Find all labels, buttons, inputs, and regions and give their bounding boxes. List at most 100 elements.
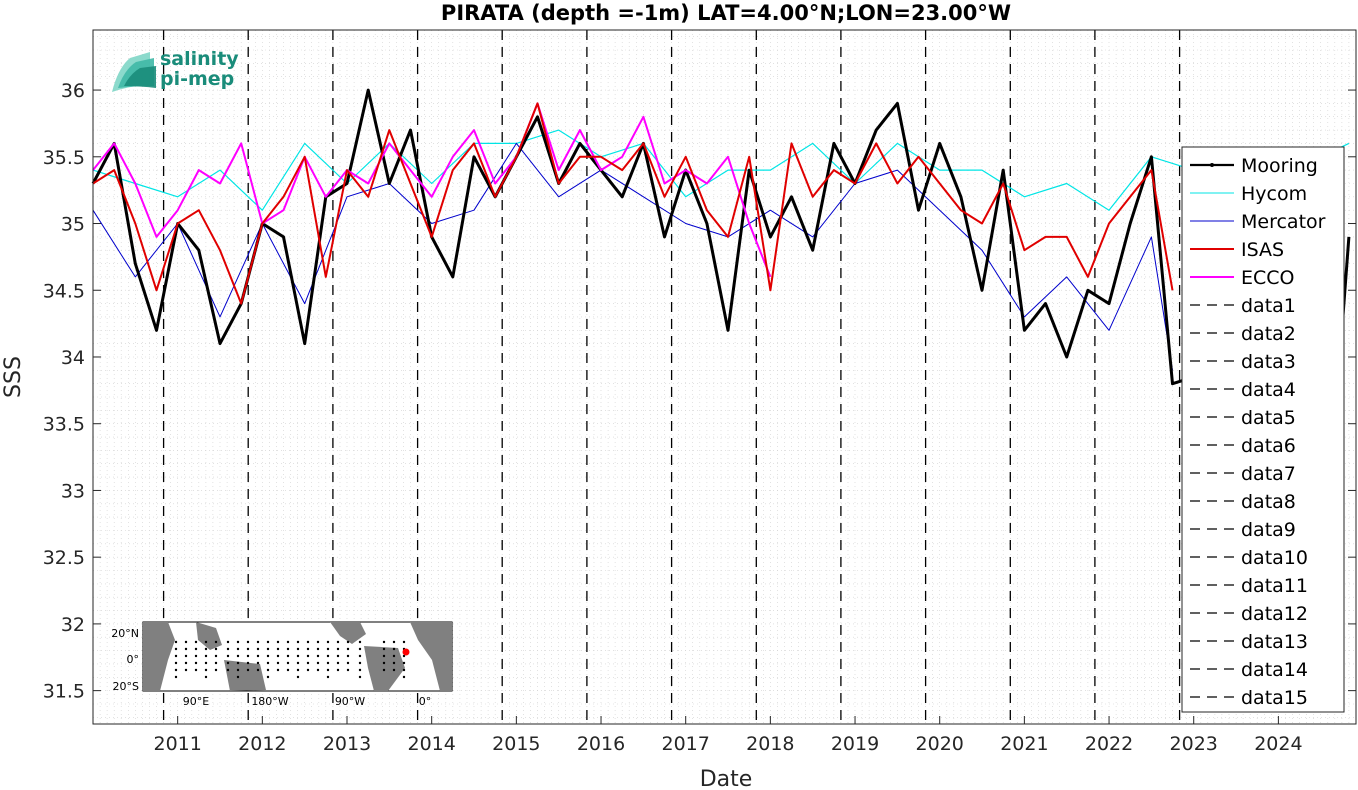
inset-mooring-dot <box>306 640 310 644</box>
inset-mooring-dot <box>184 647 188 651</box>
y-axis-label: SSS <box>1 356 26 398</box>
inset-mooring-dot <box>392 654 396 658</box>
legend-label: data13 <box>1241 631 1308 653</box>
inset-mooring-dot <box>402 675 406 679</box>
inset-mooring-dot <box>286 661 290 665</box>
inset-mooring-dot <box>296 668 300 672</box>
legend-label: data10 <box>1241 547 1308 569</box>
inset-mooring-dot <box>286 654 290 658</box>
legend-label: data12 <box>1241 603 1308 625</box>
deployment-lines <box>162 30 1181 724</box>
inset-mooring-dot <box>194 647 198 651</box>
inset-mooring-dot <box>326 661 330 665</box>
inset-mooring-dot <box>316 661 320 665</box>
inset-mooring-dot <box>296 661 300 665</box>
inset-mooring-dot <box>174 668 178 672</box>
inset-mooring-dot <box>336 647 340 651</box>
inset-mooring-dot <box>256 647 260 651</box>
y-tick-label: 36 <box>61 80 85 102</box>
x-tick-label: 2020 <box>916 733 964 755</box>
inset-mooring-dot <box>184 640 188 644</box>
inset-mooring-dot <box>194 661 198 665</box>
inset-mooring-dot <box>336 654 340 658</box>
inset-mooring-dot <box>358 668 362 672</box>
inset-mooring-dot <box>256 661 260 665</box>
legend-marker <box>1210 163 1214 167</box>
inset-mooring-dot <box>226 668 230 672</box>
inset-mooring-dot <box>236 654 240 658</box>
inset-lon-label-90e: 90°E <box>183 695 209 708</box>
y-tick-label: 32.5 <box>43 547 85 569</box>
legend-label: data9 <box>1241 519 1296 541</box>
inset-mooring-dot <box>346 654 350 658</box>
logo-line1: salinity <box>160 48 239 70</box>
inset-mooring-dot <box>246 640 250 644</box>
chart-title: PIRATA (depth =-1m) LAT=4.00°N;LON=23.00… <box>441 1 1011 25</box>
x-tick-label: 2015 <box>492 733 540 755</box>
x-tick-label: 2016 <box>577 733 625 755</box>
inset-mooring-dot <box>382 647 386 651</box>
inset-mooring-dot <box>194 640 198 644</box>
inset-map: 20°N 0° 20°S 90°E 180°W 90°W 0° <box>111 621 453 708</box>
inset-mooring-dot <box>266 661 270 665</box>
inset-mooring-dot <box>214 647 218 651</box>
y-tick-label: 34 <box>61 347 85 369</box>
inset-mooring-dot <box>246 654 250 658</box>
inset-lon-label-180w: 180°W <box>251 695 288 708</box>
inset-mooring-dot <box>266 640 270 644</box>
x-tick-label: 2017 <box>662 733 710 755</box>
x-tick-label: 2014 <box>408 733 456 755</box>
inset-mooring-dot <box>214 640 218 644</box>
inset-mooring-dot <box>246 647 250 651</box>
legend-items: Mooring Hycom Mercator ISAS ECCO data1 data2 da… <box>1190 155 1326 709</box>
inset-mooring-dot <box>306 668 310 672</box>
inset-mooring-dot <box>296 654 300 658</box>
inset-lat-label-0: 0° <box>127 653 140 666</box>
inset-mooring-dot <box>286 668 290 672</box>
inset-mooring-dot <box>296 640 300 644</box>
inset-mooring-dot <box>214 668 218 672</box>
salinity-pi-mep-logo: salinity pi-mep <box>112 48 239 92</box>
inset-mooring-dot <box>358 640 362 644</box>
inset-mooring-dot <box>346 668 350 672</box>
inset-mooring-dot <box>326 647 330 651</box>
x-tick-label: 2018 <box>746 733 794 755</box>
inset-mooring-dot <box>296 647 300 651</box>
inset-mooring-dot <box>296 675 300 679</box>
x-tick-label: 2022 <box>1085 733 1133 755</box>
inset-mooring-dot <box>256 668 260 672</box>
x-tick-label: 2019 <box>831 733 879 755</box>
y-tick-label: 35 <box>61 214 85 236</box>
x-tick-label: 2023 <box>1170 733 1218 755</box>
legend-label: Mooring <box>1241 155 1318 177</box>
inset-mooring-dot <box>326 654 330 658</box>
inset-mooring-dot <box>236 668 240 672</box>
x-tick-label: 2021 <box>1000 733 1048 755</box>
grid <box>92 30 1357 724</box>
inset-mooring-dot <box>276 647 280 651</box>
inset-mooring-dot <box>382 668 386 672</box>
inset-mooring-dot <box>402 661 406 665</box>
inset-mooring-dot <box>286 640 290 644</box>
inset-map-mooring-dots <box>174 640 406 679</box>
legend: Mooring Hycom Mercator ISAS ECCO data1 data2 da… <box>1181 146 1345 713</box>
inset-mooring-dot <box>174 675 178 679</box>
legend-label: data2 <box>1241 323 1296 345</box>
inset-mooring-dot <box>346 661 350 665</box>
series-line-mercator <box>92 142 1173 371</box>
inset-mooring-dot <box>204 675 208 679</box>
inset-mooring-dot <box>194 654 198 658</box>
x-axis-label: Date <box>700 767 753 790</box>
inset-lon-label-0: 0° <box>419 695 432 708</box>
inset-mooring-dot <box>256 640 260 644</box>
inset-mooring-dot <box>276 640 280 644</box>
inset-mooring-dot <box>204 661 208 665</box>
y-tick-label: 35.5 <box>43 147 85 169</box>
y-tick-label: 33.5 <box>43 414 85 436</box>
series-line-isas <box>92 102 1174 305</box>
legend-label: data3 <box>1241 351 1296 373</box>
inset-mooring-dot <box>382 654 386 658</box>
inset-mooring-dot <box>226 654 230 658</box>
inset-mooring-dot <box>336 668 340 672</box>
x-axis-ticks: 2011 2012 2013 2014 2015 2016 2017 2018 2019 2020… <box>153 716 1303 755</box>
